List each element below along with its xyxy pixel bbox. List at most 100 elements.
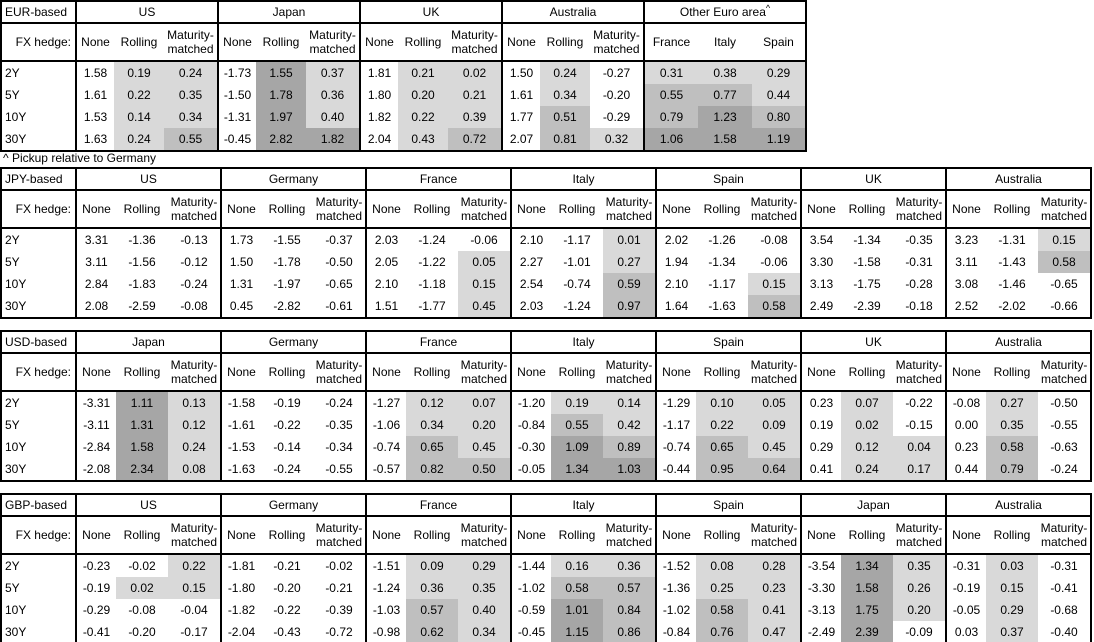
- value-cell: 0.42: [603, 414, 656, 436]
- value-cell: 0.64: [748, 458, 801, 481]
- value-cell: 0.89: [603, 436, 656, 458]
- value-cell: -3.13: [800, 599, 841, 621]
- value-cell: 0.15: [986, 577, 1038, 599]
- hedge-type-header: Rolling: [256, 23, 306, 62]
- value-cell: -2.82: [273, 299, 301, 313]
- value-cell: 2.39: [841, 621, 893, 642]
- maturity-row-label: 2Y: [5, 559, 20, 573]
- value-cell: 2.49: [800, 295, 841, 318]
- value-cell: 2.07: [501, 128, 540, 151]
- hedge-type-header: Rolling: [551, 516, 603, 555]
- value-cell: 3.11: [945, 251, 986, 273]
- value-cell: 0.58: [551, 577, 603, 599]
- hedge-type-header: None: [510, 516, 551, 555]
- value-cell: 0.15: [168, 577, 221, 599]
- value-cell: 1.03: [603, 458, 656, 481]
- value-cell: -0.05: [945, 599, 986, 621]
- value-cell: 1.50: [220, 251, 261, 273]
- hedge-type-header: None: [800, 516, 841, 555]
- value-cell: 0.17: [893, 458, 946, 481]
- country-header: Japan: [217, 1, 360, 24]
- value-cell: -3.54: [800, 554, 841, 577]
- value-cell: -1.58: [220, 391, 261, 414]
- maturity-row-label: 5Y: [5, 418, 20, 432]
- value-cell: 0.12: [841, 436, 893, 458]
- hedge-type-header: Maturity-matched: [168, 353, 221, 392]
- value-cell: 3.11: [75, 251, 116, 273]
- hedge-type-header: None: [945, 353, 986, 392]
- value-cell: 0.07: [458, 391, 511, 414]
- value-cell: -0.40: [1050, 625, 1078, 639]
- hedge-type-header: None: [220, 516, 261, 555]
- value-cell: 0.40: [458, 599, 511, 621]
- value-cell: -0.24: [325, 396, 353, 410]
- value-cell: -1.82: [220, 599, 261, 621]
- value-cell: -0.12: [180, 255, 208, 269]
- value-cell: 1.31: [116, 414, 168, 436]
- country-header: France: [365, 494, 511, 517]
- fx-hedge-row-label: FX hedge:: [1, 23, 76, 62]
- country-header: UK: [800, 168, 946, 191]
- hedge-type-header: Rolling: [406, 353, 458, 392]
- value-cell: -0.45: [217, 128, 256, 151]
- value-cell: 0.57: [603, 577, 656, 599]
- value-cell: 0.20: [458, 414, 511, 436]
- value-cell: 0.41: [800, 458, 841, 481]
- value-cell: 1.15: [551, 621, 603, 642]
- hedge-type-header: Maturity-matched: [168, 516, 221, 555]
- value-cell: -1.17: [563, 233, 591, 247]
- hedge-type-header: Rolling: [261, 353, 313, 392]
- value-cell: 1.58: [75, 61, 114, 84]
- value-cell: 0.05: [458, 251, 511, 273]
- value-cell: 1.81: [359, 61, 398, 84]
- country-column-header: Spain: [752, 23, 806, 62]
- value-cell: -0.31: [945, 554, 986, 577]
- value-cell: 2.03: [510, 295, 551, 318]
- value-cell: 1.77: [501, 106, 540, 128]
- jpy-based-table: JPY-based US Germany France Italy Spain UK Aust…: [0, 167, 1092, 319]
- value-cell: 0.34: [540, 84, 590, 106]
- value-cell: 0.00: [945, 414, 986, 436]
- value-cell: -0.45: [510, 621, 551, 642]
- value-cell: -0.84: [510, 414, 551, 436]
- country-header: Italy: [510, 168, 656, 191]
- value-cell: 0.31: [643, 61, 698, 84]
- value-cell: 0.45: [220, 295, 261, 318]
- value-cell: -0.19: [945, 577, 986, 599]
- hedge-type-header: Rolling: [540, 23, 590, 62]
- country-header: Germany: [220, 168, 366, 191]
- value-cell: -0.74: [365, 436, 406, 458]
- value-cell: 0.23: [800, 391, 841, 414]
- value-cell: 1.51: [365, 295, 406, 318]
- value-cell: -1.24: [365, 577, 406, 599]
- value-cell: -0.74: [655, 436, 696, 458]
- value-cell: -3.31: [75, 391, 116, 414]
- value-cell: 0.37: [986, 621, 1038, 642]
- value-cell: 0.45: [458, 295, 511, 318]
- value-cell: 0.23: [945, 436, 986, 458]
- value-cell: -0.20: [602, 88, 631, 102]
- hedge-type-header: Rolling: [841, 353, 893, 392]
- base-currency-label: USD-based: [1, 331, 76, 354]
- gbp-based-table-container: GBP-based US Germany France Italy Spain Japan A…: [0, 493, 1092, 642]
- hedge-type-header: None: [655, 353, 696, 392]
- value-cell: -1.52: [655, 554, 696, 577]
- value-cell: -1.02: [655, 599, 696, 621]
- hedge-type-header: Maturity-matched: [893, 190, 946, 229]
- hedge-type-header: Rolling: [116, 190, 168, 229]
- value-cell: 1.80: [359, 84, 398, 106]
- value-cell: -1.46: [998, 277, 1026, 291]
- hedge-type-header: None: [501, 23, 540, 62]
- value-cell: 0.19: [551, 391, 603, 414]
- value-cell: 0.58: [748, 295, 801, 318]
- hedge-type-header: Maturity-matched: [458, 353, 511, 392]
- fx-hedge-row-label: FX hedge:: [1, 190, 76, 229]
- value-cell: 0.03: [986, 554, 1038, 577]
- hedge-type-header: Maturity-matched: [748, 190, 801, 229]
- value-cell: 0.62: [406, 621, 458, 642]
- value-cell: 0.19: [114, 61, 164, 84]
- value-cell: 0.05: [748, 391, 801, 414]
- value-cell: -0.18: [905, 299, 933, 313]
- base-currency-label: GBP-based: [1, 494, 76, 517]
